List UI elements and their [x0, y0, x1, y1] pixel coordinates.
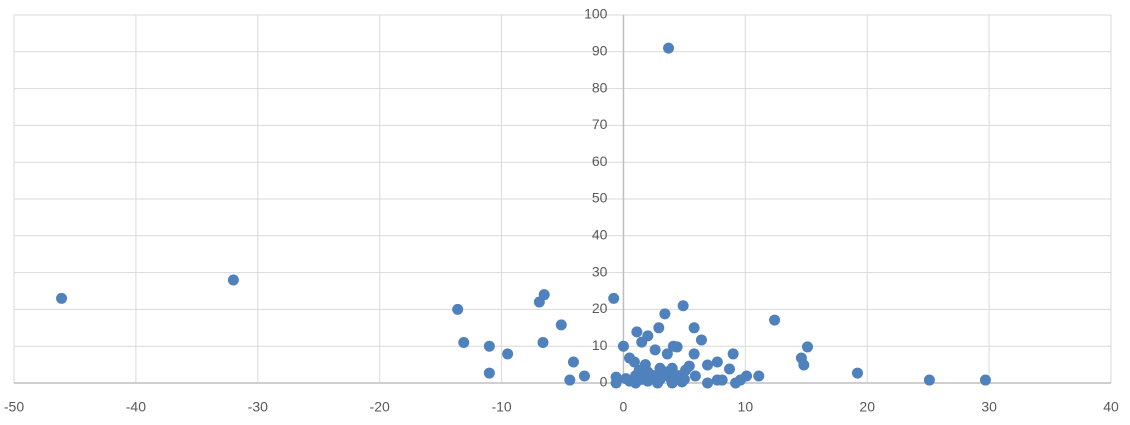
y-tick-label: 20: [592, 300, 608, 316]
x-tick-label: 40: [1103, 399, 1119, 415]
point: [628, 356, 640, 368]
x-tick-label: -30: [248, 399, 268, 415]
point: [555, 319, 567, 331]
y-tick-label: 70: [592, 116, 608, 132]
point: [851, 367, 863, 379]
y-tick-label: 0: [600, 374, 608, 390]
point: [56, 292, 68, 304]
point: [661, 348, 673, 360]
y-tick-label: 90: [592, 43, 608, 59]
x-tick-label: 20: [859, 399, 875, 415]
x-tick-label: -50: [4, 399, 24, 415]
point: [608, 292, 620, 304]
point: [702, 377, 714, 389]
point: [538, 289, 550, 301]
point: [711, 374, 723, 386]
point: [689, 370, 701, 382]
point: [923, 374, 935, 386]
point: [663, 42, 675, 54]
x-tick-label: -10: [491, 399, 511, 415]
x-tick-label: 30: [981, 399, 997, 415]
point: [227, 274, 239, 286]
point: [620, 373, 632, 385]
point: [631, 326, 643, 338]
point: [753, 370, 765, 382]
point: [656, 368, 668, 380]
point: [688, 322, 700, 334]
point: [979, 374, 991, 386]
point: [458, 337, 470, 349]
point: [483, 367, 495, 379]
y-tick-label: 100: [584, 6, 608, 22]
point: [677, 300, 689, 312]
y-tick-label: 50: [592, 190, 608, 206]
point: [659, 308, 671, 320]
point: [649, 344, 661, 356]
point: [702, 359, 714, 371]
point: [798, 359, 810, 371]
point: [644, 371, 656, 383]
point: [666, 362, 678, 374]
point: [723, 363, 735, 375]
point: [730, 377, 742, 389]
x-tick-label: -40: [126, 399, 146, 415]
point: [633, 364, 645, 376]
point: [727, 348, 739, 360]
y-tick-label: 30: [592, 263, 608, 279]
x-tick-label: -20: [370, 399, 390, 415]
point: [537, 337, 549, 349]
y-tick-label: 60: [592, 153, 608, 169]
point: [676, 376, 688, 388]
y-tick-label: 80: [592, 79, 608, 95]
point: [653, 322, 665, 334]
point: [769, 314, 781, 326]
point: [610, 377, 622, 389]
y-tick-label: 10: [592, 337, 608, 353]
x-tick-label: 0: [620, 399, 628, 415]
point: [636, 336, 648, 348]
point: [564, 374, 576, 386]
point: [483, 340, 495, 352]
point: [617, 340, 629, 352]
point: [502, 348, 514, 360]
point: [567, 356, 579, 368]
point: [688, 348, 700, 360]
point: [801, 341, 813, 353]
x-tick-label: 10: [738, 399, 754, 415]
point: [578, 370, 590, 382]
point: [695, 334, 707, 346]
y-tick-label: 40: [592, 227, 608, 243]
point: [667, 340, 679, 352]
point: [711, 356, 723, 368]
point: [452, 303, 464, 315]
